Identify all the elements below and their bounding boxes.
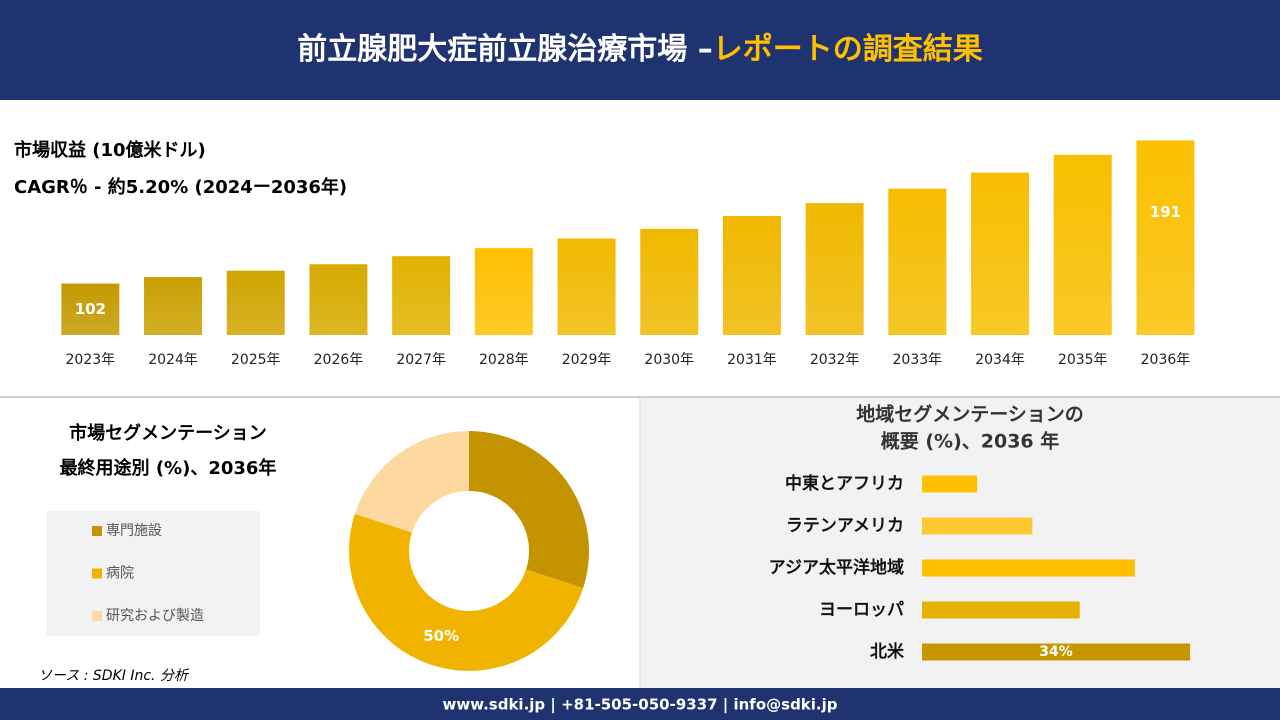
bar [888, 188, 947, 335]
chart-subtitle: 概要 (%)、2036 年 [881, 430, 1060, 453]
bar [922, 559, 1135, 577]
x-tick-label: 2031年 [727, 352, 777, 368]
data-label: 191 [1150, 203, 1181, 221]
donut-segment [354, 431, 469, 533]
x-tick-label: 2025年 [231, 352, 281, 368]
chart-subtitle: 最終用途別 (%)、2036年 [60, 457, 277, 479]
bar [971, 172, 1030, 335]
bar [640, 228, 699, 335]
data-label: 50% [423, 627, 459, 645]
legend-box [46, 511, 260, 636]
x-tick-label: 2034年 [975, 352, 1025, 368]
bar [474, 248, 533, 335]
chart-title: 地域セグメンテーションの [856, 403, 1084, 426]
x-tick-label: 2026年 [314, 352, 364, 368]
bar [722, 216, 781, 335]
x-tick-label: 2032年 [810, 352, 860, 368]
bar [309, 264, 368, 335]
y-tick-label: ラテンアメリカ [786, 516, 904, 536]
x-tick-label: 2035年 [1058, 352, 1108, 368]
bar [922, 643, 1191, 661]
header-title: 前立腺肥大症前立腺治療市場 –レポートの調査結果 [297, 32, 982, 67]
bar [557, 238, 616, 335]
y-tick-label: 中東とアフリカ [785, 473, 904, 494]
bar [1136, 140, 1195, 335]
region-panel [641, 398, 1280, 688]
source-note: ソース : SDKI Inc. 分析 [38, 668, 190, 684]
x-tick-label: 2023年 [66, 352, 116, 368]
y-tick-label: 北米 [870, 641, 905, 662]
footer-band [0, 688, 1280, 720]
legend-label: 病院 [106, 566, 134, 582]
y-tick-label: アジア太平洋地域 [769, 557, 904, 578]
donut-segment [349, 513, 584, 671]
legend-label: 研究および製造 [106, 608, 204, 624]
legend-swatch [92, 568, 102, 579]
x-tick-label: 2024年 [148, 352, 198, 368]
legend-label: 専門施設 [106, 523, 162, 539]
legend-swatch [92, 611, 102, 621]
x-tick-label: 2028年 [479, 352, 529, 368]
header-band [0, 0, 1280, 100]
bar [392, 256, 451, 335]
x-tick-label: 2036年 [1141, 352, 1191, 368]
data-label: 34% [1039, 644, 1073, 660]
x-tick-label: 2027年 [396, 352, 446, 368]
bar [922, 601, 1080, 619]
footer-contact: www.sdki.jp | +81-505-050-9337 | info@sd… [442, 696, 837, 715]
bar [1053, 154, 1112, 335]
bar [805, 203, 864, 335]
bar [144, 277, 203, 335]
chart-title: 市場収益 (10億米ドル) [14, 139, 206, 161]
title-main: 前立腺肥大症前立腺治療市場 – [297, 32, 712, 67]
legend-swatch [92, 526, 102, 536]
bar [61, 283, 120, 335]
title-highlight: レポートの調査結果 [713, 32, 983, 67]
chart-title: 市場セグメンテーション [69, 422, 267, 444]
y-tick-label: ヨーロッパ [819, 600, 904, 620]
bar [922, 517, 1033, 535]
chart-subtitle: CAGR％ - 約5.20% (2024ー2036年) [14, 176, 347, 198]
x-tick-label: 2033年 [893, 352, 943, 368]
bar [922, 475, 978, 493]
donut-segment [469, 431, 590, 589]
data-label: 102 [75, 300, 106, 318]
bar [226, 270, 285, 335]
x-tick-label: 2030年 [644, 352, 694, 368]
x-tick-label: 2029年 [562, 352, 612, 368]
